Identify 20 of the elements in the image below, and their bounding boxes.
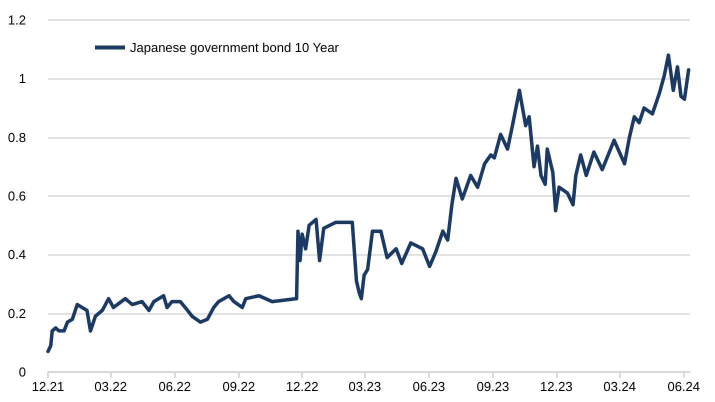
x-tick-label: 06.24 [667,379,700,394]
x-tick-label: 12.21 [32,379,64,394]
legend-label: Japanese government bond 10 Year [130,40,340,55]
y-tick-label: 1 [18,71,26,86]
x-tick-label: 09.23 [476,379,510,394]
x-tick-label: 06.22 [158,379,191,394]
y-tick-label: 0.6 [8,188,26,204]
x-tick-label: 09.22 [222,379,256,394]
y-tick-label: 1.2 [8,12,26,28]
y-tick-label: 0 [18,364,26,380]
x-tick-label: 03.24 [603,379,636,394]
x-tick-label: 12.23 [540,379,573,394]
line-series [46,53,690,354]
y-tick-label: 0.2 [8,306,26,321]
x-tick-label: 06.23 [412,379,446,394]
x-tick-label: 03.23 [348,379,382,394]
y-tick-label: 0.4 [8,247,26,262]
x-tick-label: 03.22 [94,379,127,394]
y-tick-label: 0.8 [8,130,26,145]
x-tick-label: 12.22 [286,379,318,394]
